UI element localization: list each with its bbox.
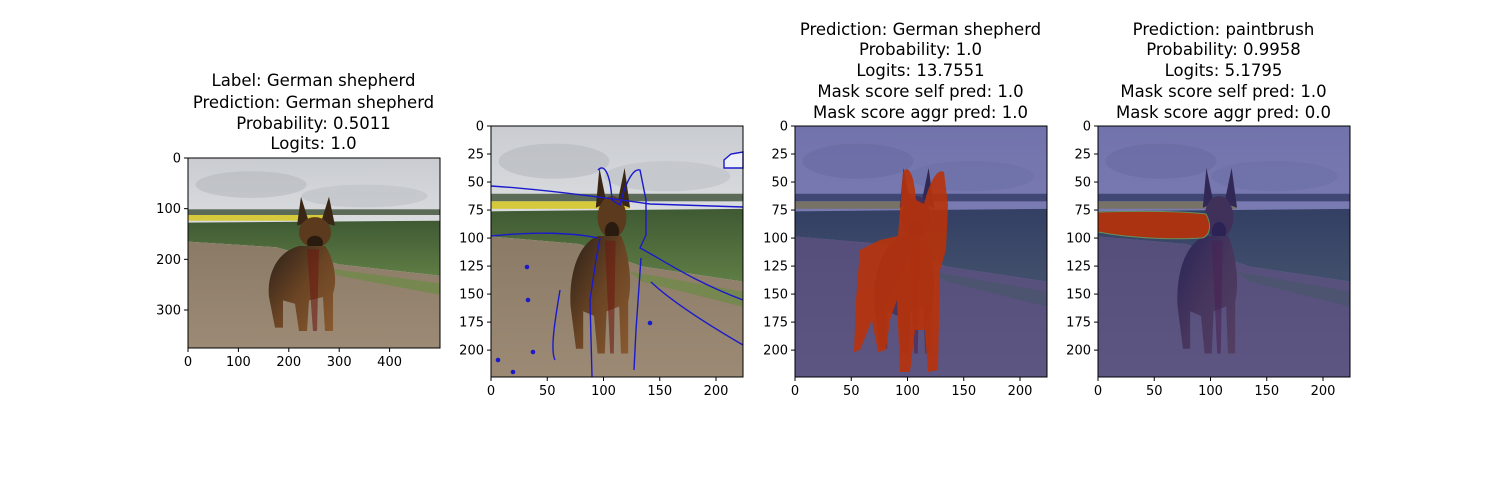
panel-3-title-line-4: Mask score self pred: 1.0 xyxy=(817,82,1023,101)
panel-2-xtick-label: 0 xyxy=(487,384,495,399)
panel-2: 0 50 100 150 200 0 25 50 75 100 125 150 175 200 xyxy=(459,120,744,400)
panel-3-ytick-label: 100 xyxy=(763,232,788,247)
panel-2-ytick-label: 200 xyxy=(459,344,484,359)
panel-1-xtick-label: 0 xyxy=(184,355,192,370)
panel-3-xtick-label: 50 xyxy=(843,384,860,399)
panel-1-ytick-label: 300 xyxy=(156,304,181,319)
panel-4-title-line-1: Prediction: paintbrush xyxy=(1133,20,1315,39)
panel-2-xtick-label: 200 xyxy=(704,384,729,399)
panel-4-axes-frame xyxy=(1097,125,1351,378)
panel-3-ytick-label: 150 xyxy=(763,288,788,303)
panel-3-ytick-label: 175 xyxy=(763,316,788,331)
panel-2-ytick-label: 150 xyxy=(459,288,484,303)
panel-2-ytick-label: 75 xyxy=(467,204,484,219)
panel-1-xtick-label: 300 xyxy=(327,355,352,370)
panel-2-xtick-label: 100 xyxy=(591,384,616,399)
panel-1: Label: German shepherd Prediction: Germa… xyxy=(156,71,441,371)
panel-3-xtick-label: 150 xyxy=(951,384,976,399)
panel-1-ytick-label: 0 xyxy=(173,152,181,167)
panel-4-mask xyxy=(1097,210,1210,240)
panel-4-ytick-label: 150 xyxy=(1066,288,1091,303)
panel-3-axes-frame xyxy=(794,125,1048,378)
panel-1-ytick-label: 200 xyxy=(156,253,181,268)
panel-1-xtick-label: 100 xyxy=(226,355,251,370)
panel-1-title: Label: German shepherd Prediction: Germa… xyxy=(193,71,434,153)
panel-3-ticks: 0 50 100 150 200 0 25 50 75 100 125 150 175 200 xyxy=(763,120,1032,400)
panel-4-ticks: 0 50 100 150 200 0 25 50 75 100 125 150 175 200 xyxy=(1066,120,1335,400)
panel-2-axes-frame xyxy=(490,125,744,378)
panel-3-ytick-label: 125 xyxy=(763,260,788,275)
panel-3-ytick-label: 25 xyxy=(771,148,788,163)
panel-1-axes-frame xyxy=(187,157,441,349)
panel-2-contours xyxy=(490,151,744,378)
panel-1-xtick-label: 400 xyxy=(377,355,402,370)
panel-3-title-line-5: Mask score aggr pred: 1.0 xyxy=(813,103,1028,122)
panel-2-ytick-label: 0 xyxy=(476,120,484,135)
panel-4-ytick-label: 125 xyxy=(1066,260,1091,275)
panel-4-ytick-label: 0 xyxy=(1083,120,1091,135)
panel-4-xtick-label: 50 xyxy=(1146,384,1163,399)
panel-3: Prediction: German shepherd Probability:… xyxy=(763,20,1048,400)
panel-1-image xyxy=(188,158,440,348)
panel-2-xtick-label: 50 xyxy=(539,384,556,399)
panel-4-ytick-label: 200 xyxy=(1066,344,1091,359)
panel-3-title-line-1: Prediction: German shepherd xyxy=(800,20,1041,39)
panel-4-title: Prediction: paintbrush Probability: 0.99… xyxy=(1116,20,1331,122)
panel-4-ytick-label: 100 xyxy=(1066,232,1091,247)
panel-4-title-line-3: Logits: 5.1795 xyxy=(1165,61,1283,80)
panel-3-xtick-label: 100 xyxy=(895,384,920,399)
panel-1-xtick-label: 200 xyxy=(276,355,301,370)
panel-2-ytick-label: 125 xyxy=(459,260,484,275)
panel-3-xtick-label: 200 xyxy=(1008,384,1033,399)
panel-4-image xyxy=(1098,126,1350,377)
panel-4-ytick-label: 175 xyxy=(1066,316,1091,331)
panel-1-title-line-1: Label: German shepherd xyxy=(212,71,416,90)
panel-4-ytick-label: 75 xyxy=(1074,204,1091,219)
panel-4-xtick-label: 150 xyxy=(1254,384,1279,399)
panel-3-ytick-label: 50 xyxy=(771,176,788,191)
panel-2-ticks: 0 50 100 150 200 0 25 50 75 100 125 150 175 200 xyxy=(459,120,728,400)
panel-3-xtick-label: 0 xyxy=(791,384,799,399)
panel-3-title-line-3: Logits: 13.7551 xyxy=(856,61,984,80)
panel-2-image xyxy=(491,126,743,377)
panel-1-ytick-label: 100 xyxy=(156,202,181,217)
panel-2-ytick-label: 100 xyxy=(459,232,484,247)
panel-1-title-line-3: Probability: 0.5011 xyxy=(236,114,391,133)
panel-3-title-line-2: Probability: 1.0 xyxy=(859,40,982,59)
panel-4-xtick-label: 100 xyxy=(1198,384,1223,399)
panel-4-xtick-label: 200 xyxy=(1311,384,1336,399)
panel-2-ytick-label: 175 xyxy=(459,316,484,331)
panel-4-ytick-label: 25 xyxy=(1074,148,1091,163)
panel-4-title-line-4: Mask score self pred: 1.0 xyxy=(1120,82,1326,101)
panel-2-ytick-label: 25 xyxy=(467,148,484,163)
panel-2-xtick-label: 150 xyxy=(647,384,672,399)
panel-3-title: Prediction: German shepherd Probability:… xyxy=(800,20,1041,122)
panel-3-ytick-label: 75 xyxy=(771,204,788,219)
panel-4: Prediction: paintbrush Probability: 0.99… xyxy=(1066,20,1351,400)
panel-4-title-line-2: Probability: 0.9958 xyxy=(1146,40,1301,59)
panel-4-ytick-label: 50 xyxy=(1074,176,1091,191)
panel-1-title-line-4: Logits: 1.0 xyxy=(270,134,356,153)
panel-2-ytick-label: 50 xyxy=(467,176,484,191)
panel-4-xtick-label: 0 xyxy=(1094,384,1102,399)
panel-3-ytick-label: 0 xyxy=(780,120,788,135)
panel-3-mask xyxy=(854,169,948,372)
panel-1-ticks: 0 100 200 300 400 0 100 200 300 xyxy=(156,152,402,371)
panel-1-title-line-2: Prediction: German shepherd xyxy=(193,93,434,112)
panel-3-ytick-label: 200 xyxy=(763,344,788,359)
panel-4-title-line-5: Mask score aggr pred: 0.0 xyxy=(1116,103,1331,122)
